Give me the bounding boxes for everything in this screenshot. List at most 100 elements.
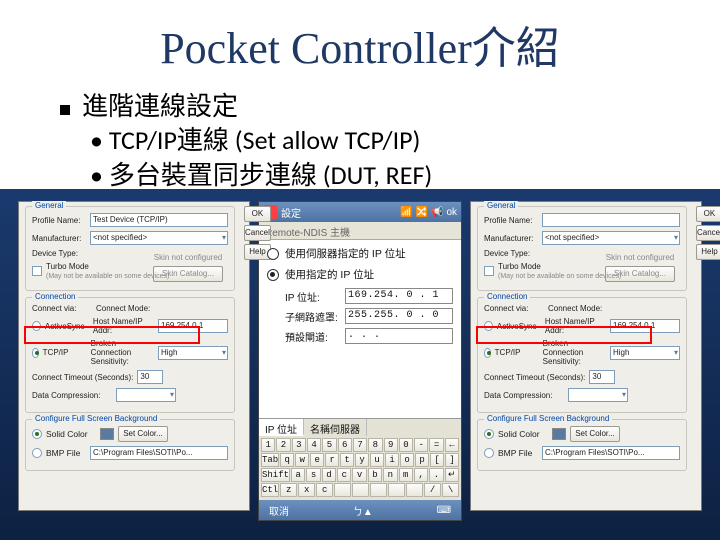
sip-key[interactable]: o bbox=[400, 453, 414, 467]
sip-key[interactable]: p bbox=[415, 453, 429, 467]
sip-key[interactable]: 4 bbox=[307, 438, 321, 452]
sub-bullet-2: • 多台裝置同步連線 (DUT, REF) bbox=[90, 158, 670, 193]
sip-key[interactable]: ← bbox=[445, 438, 459, 452]
ok-button-r[interactable]: OK bbox=[696, 206, 720, 222]
sip-key[interactable]: - bbox=[414, 438, 428, 452]
sip-key[interactable]: r bbox=[325, 453, 339, 467]
sip-key[interactable]: d bbox=[322, 468, 336, 482]
sip-key[interactable]: t bbox=[340, 453, 354, 467]
help-button-r[interactable]: Help bbox=[696, 244, 720, 260]
device-type-label: Device Type: bbox=[32, 249, 86, 258]
turbo-sublabel-r: (May not be available on some devices) bbox=[498, 273, 621, 280]
sip-key[interactable]: ↵ bbox=[445, 468, 459, 482]
bmp-file-radio-r[interactable] bbox=[484, 448, 494, 458]
sip-key[interactable]: , bbox=[414, 468, 428, 482]
sip-key[interactable]: y bbox=[355, 453, 369, 467]
sip-key[interactable]: i bbox=[385, 453, 399, 467]
turbo-checkbox-r[interactable] bbox=[484, 266, 494, 276]
sip-key[interactable] bbox=[370, 483, 387, 497]
datacomp-dropdown[interactable] bbox=[116, 388, 176, 402]
sip-key[interactable]: / bbox=[424, 483, 441, 497]
background-label-r: Configure Full Screen Background bbox=[484, 414, 612, 423]
timeout-field-r[interactable]: 30 bbox=[589, 370, 615, 384]
sip-key[interactable]: 0 bbox=[399, 438, 413, 452]
sip-key[interactable]: = bbox=[429, 438, 443, 452]
ime-indicator[interactable]: ㄅ▲ bbox=[353, 503, 373, 518]
sip-key[interactable]: 5 bbox=[322, 438, 336, 452]
manufacturer-dropdown[interactable]: <not specified> bbox=[90, 231, 228, 245]
sip-key[interactable]: v bbox=[352, 468, 366, 482]
bullet-square-icon bbox=[60, 105, 70, 115]
bmp-file-radio[interactable] bbox=[32, 448, 42, 458]
sip-key[interactable]: z bbox=[280, 483, 297, 497]
profile-name-label-r: Profile Name: bbox=[484, 216, 538, 225]
sip-key[interactable]: u bbox=[370, 453, 384, 467]
cancel-button[interactable]: Cancel bbox=[244, 225, 271, 241]
sip-key[interactable] bbox=[406, 483, 423, 497]
set-color-button-r[interactable]: Set Color... bbox=[570, 426, 620, 442]
sip-key[interactable]: 9 bbox=[384, 438, 398, 452]
sip-key[interactable]: q bbox=[280, 453, 294, 467]
sip-key[interactable] bbox=[388, 483, 405, 497]
solid-color-radio[interactable] bbox=[32, 429, 42, 439]
connect-mode-label-r: Connect Mode: bbox=[548, 304, 608, 313]
sip-key[interactable]: 8 bbox=[368, 438, 382, 452]
tab-name-servers[interactable]: 名稱伺服器 bbox=[304, 419, 367, 436]
background-label: Configure Full Screen Background bbox=[32, 414, 160, 423]
static-ip-radio[interactable] bbox=[267, 269, 279, 281]
subnet-mask-field[interactable]: 255.255. 0 . 0 bbox=[345, 308, 453, 324]
sip-key[interactable]: 2 bbox=[276, 438, 290, 452]
sip-key[interactable]: x bbox=[298, 483, 315, 497]
soft-keyboard[interactable]: 1234567890-=←Tabqwertyuiop[]Shiftasdcvbn… bbox=[259, 436, 461, 500]
sip-key[interactable]: n bbox=[383, 468, 397, 482]
datacomp-dropdown-r[interactable] bbox=[568, 388, 628, 402]
solid-color-radio-r[interactable] bbox=[484, 429, 494, 439]
ok-button[interactable]: OK bbox=[244, 206, 271, 222]
sip-key[interactable]: e bbox=[310, 453, 324, 467]
bmp-path-field-r[interactable]: C:\Program Files\SOTI\Po... bbox=[542, 446, 680, 460]
sip-key[interactable]: c bbox=[337, 468, 351, 482]
sip-key[interactable]: a bbox=[291, 468, 305, 482]
sip-key[interactable]: . bbox=[429, 468, 443, 482]
background-group-r: Configure Full Screen Background Solid C… bbox=[477, 419, 687, 471]
sensitivity-dropdown-r[interactable]: High bbox=[610, 346, 680, 360]
connection-group: Connection Connect via: Connect Mode: Ac… bbox=[25, 297, 235, 413]
tcpip-radio-r[interactable] bbox=[484, 348, 491, 358]
timeout-field[interactable]: 30 bbox=[137, 370, 163, 384]
sip-key[interactable]: w bbox=[295, 453, 309, 467]
set-color-button[interactable]: Set Color... bbox=[118, 426, 168, 442]
sip-key[interactable]: 7 bbox=[353, 438, 367, 452]
sip-key[interactable]: b bbox=[368, 468, 382, 482]
bmp-path-field[interactable]: C:\Program Files\SOTI\Po... bbox=[90, 446, 228, 460]
datacomp-label-r: Data Compression: bbox=[484, 391, 564, 400]
sip-key[interactable]: c bbox=[316, 483, 333, 497]
sip-key[interactable]: [ bbox=[430, 453, 444, 467]
sip-key[interactable] bbox=[352, 483, 369, 497]
mobile-device-screen: 設定 📶 🔀 📢 ok Remote-NDIS 主機 使用伺服器指定的 IP 位… bbox=[258, 201, 462, 521]
sip-key[interactable]: ] bbox=[445, 453, 459, 467]
server-ip-radio[interactable] bbox=[267, 248, 279, 260]
turbo-checkbox[interactable] bbox=[32, 266, 42, 276]
manufacturer-dropdown-r[interactable]: <not specified> bbox=[542, 231, 680, 245]
connect-mode-label: Connect Mode: bbox=[96, 304, 156, 313]
sensitivity-dropdown[interactable]: High bbox=[158, 346, 228, 360]
sip-key[interactable]: s bbox=[306, 468, 320, 482]
profile-name-field[interactable]: Test Device (TCP/IP) bbox=[90, 213, 228, 227]
mobile-titlebar: 設定 📶 🔀 📢 ok bbox=[259, 202, 461, 222]
keyboard-icon[interactable]: ⌨ bbox=[437, 505, 451, 516]
sip-key[interactable]: m bbox=[399, 468, 413, 482]
ip-address-field[interactable]: 169.254. 0 . 1 bbox=[345, 288, 453, 304]
tcpip-radio[interactable] bbox=[32, 348, 39, 358]
general-label-r: General bbox=[484, 201, 518, 210]
sip-key[interactable]: 6 bbox=[338, 438, 352, 452]
sip-key[interactable] bbox=[334, 483, 351, 497]
profile-name-field-r[interactable] bbox=[542, 213, 680, 227]
gateway-field[interactable]: . . . bbox=[345, 328, 453, 344]
ok-icon[interactable]: ok bbox=[446, 207, 457, 218]
sip-key[interactable]: \ bbox=[442, 483, 459, 497]
timeout-label-r: Connect Timeout (Seconds): bbox=[484, 373, 585, 382]
color-swatch-r bbox=[552, 428, 566, 440]
mobile-subheader: Remote-NDIS 主機 bbox=[259, 222, 461, 240]
sip-key[interactable]: 3 bbox=[292, 438, 306, 452]
cancel-button-r[interactable]: Cancel bbox=[696, 225, 720, 241]
